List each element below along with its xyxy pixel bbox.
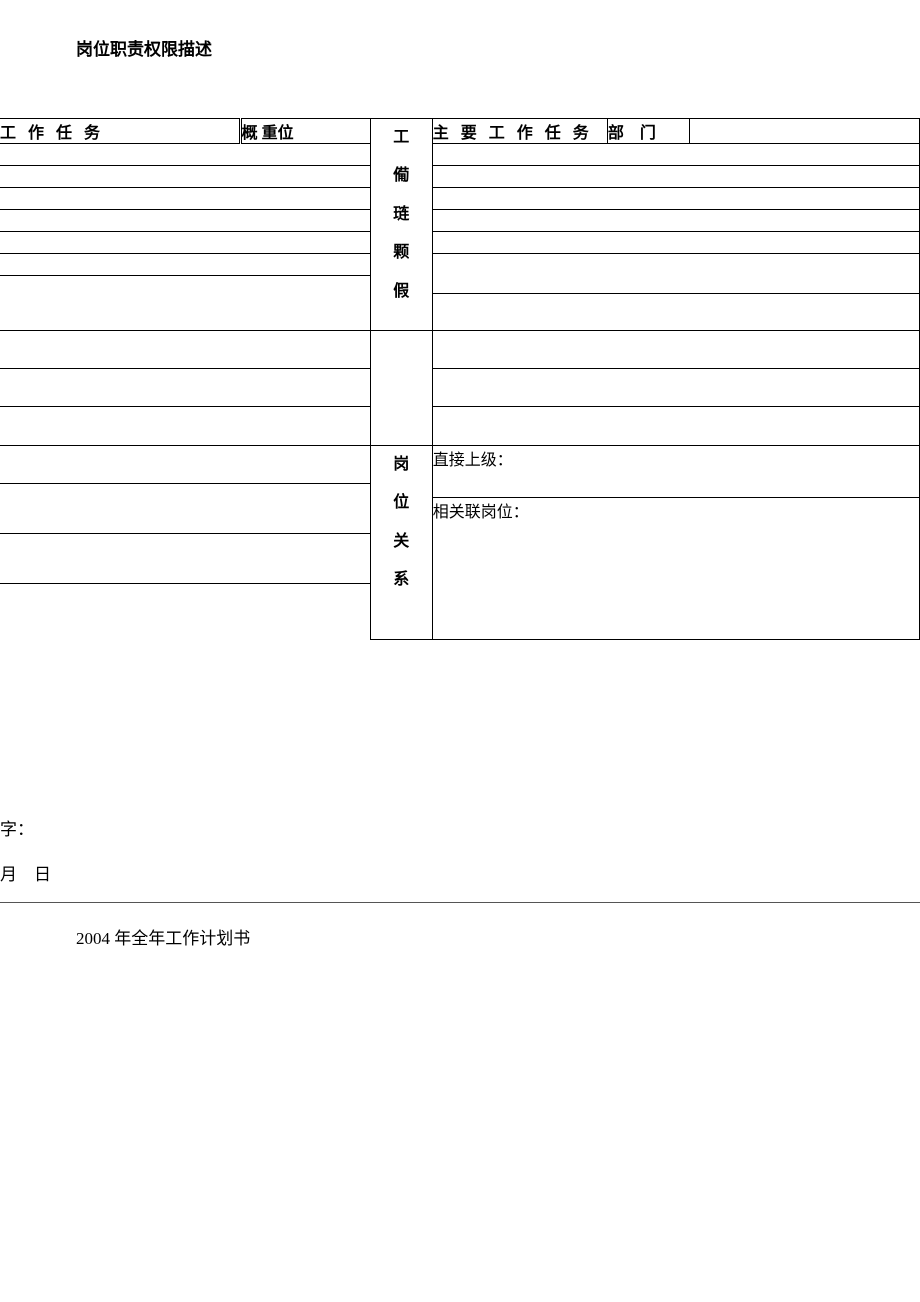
divider-line — [0, 902, 920, 903]
vertical-label-position-relation: 岗 位 关 系 — [370, 446, 432, 640]
table-row — [0, 254, 370, 276]
table-row — [433, 232, 919, 254]
rel-related-label: 相关联岗位： — [433, 504, 529, 521]
col-header-right-dept: 部 门 — [607, 119, 689, 144]
table-row — [0, 331, 370, 369]
second-title: 2004 年全年工作计划书 — [76, 924, 250, 949]
table-row — [0, 144, 370, 166]
job-description-table: 工 作 任 务 概 重位 工 僃 琏 颗 假 主 要 工 作 任 务 部 门 — [0, 118, 920, 640]
right-thin-rows — [433, 144, 919, 316]
table-row — [0, 534, 370, 584]
table-row — [0, 276, 370, 330]
table-row — [0, 210, 370, 232]
col-header-left-weight: 概 重位 — [240, 119, 370, 144]
left-thin-rows — [0, 144, 370, 330]
table-row — [0, 166, 370, 188]
table-row — [0, 369, 370, 407]
table-row — [0, 484, 370, 534]
rel-related-row: 相关联岗位： — [432, 498, 919, 639]
col-header-right-task: 主 要 工 作 任 务 — [432, 119, 607, 144]
mid-empty-cell — [370, 331, 432, 446]
left-wide-rows-2 — [0, 446, 370, 639]
page-title: 岗位职责权限描述 — [76, 35, 212, 60]
table-row — [433, 144, 919, 166]
table-row — [433, 331, 919, 369]
signature-label: 字： — [0, 810, 51, 851]
left-wide-rows-1 — [0, 331, 370, 445]
table-row — [433, 294, 919, 316]
vertical-label-work-process: 工 僃 琏 颗 假 — [370, 119, 432, 331]
col-header-right-dept-value — [689, 119, 919, 144]
table-row — [433, 254, 919, 294]
table-row — [433, 369, 919, 407]
table-row — [433, 166, 919, 188]
date-label: 月 日 — [0, 855, 51, 896]
table-row — [0, 584, 370, 639]
table-row — [0, 232, 370, 254]
table-row — [0, 407, 370, 445]
table-row — [433, 210, 919, 232]
table-row — [0, 446, 370, 484]
table-row — [0, 188, 370, 210]
table-row — [433, 407, 919, 445]
right-wide-rows-1 — [433, 331, 919, 445]
table-row — [433, 188, 919, 210]
rel-superior-row: 直接上级： — [432, 446, 919, 498]
col-header-left-task: 工 作 任 务 — [0, 119, 240, 144]
signature-block: 字： 月 日 — [0, 810, 51, 900]
